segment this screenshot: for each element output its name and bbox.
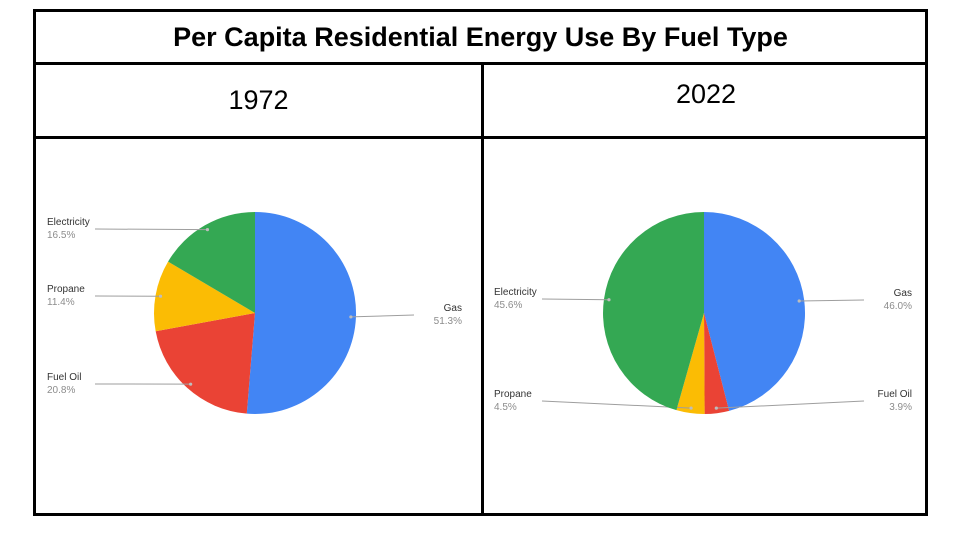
column-divider xyxy=(481,65,484,516)
pie-1972-slice-propane xyxy=(154,261,255,332)
pie-2022-value-electricity: 45.6% xyxy=(494,300,522,311)
pie-2022-leader-dot-gas xyxy=(797,299,801,303)
pie-2022-leader-propane xyxy=(541,400,692,409)
pie-1972-value-electricity: 16.5% xyxy=(47,230,75,241)
year-header-row xyxy=(36,65,925,139)
pie-2022-slice-propane xyxy=(676,313,705,415)
pie-2022-leader-fuel-oil xyxy=(716,400,865,409)
pie-2022-label-gas: Gas xyxy=(894,288,912,299)
pie-2022-leader-dot-propane xyxy=(689,406,693,410)
pie-2022-slice-gas xyxy=(704,212,806,411)
pie-1972-label-propane: Propane xyxy=(47,284,85,295)
pie-1972-label-electricity: Electricity xyxy=(47,217,90,228)
pie-2022-value-propane: 4.5% xyxy=(494,402,517,413)
pie-2022-label-fuel-oil: Fuel Oil xyxy=(878,389,912,400)
year-1972-heading: 1972 xyxy=(228,85,289,115)
pie-2022-label-electricity: Electricity xyxy=(494,287,537,298)
pie-2022-leader-gas xyxy=(799,299,865,302)
page-title: Per Capita Residential Energy Use By Fue… xyxy=(36,12,925,65)
pie-1972-slice-fuel-oil xyxy=(155,313,255,414)
year-2022-heading: 2022 xyxy=(675,79,737,109)
pie-1972-leader-dot-fuel-oil xyxy=(189,382,193,386)
pie-2022-value-fuel-oil: 3.9% xyxy=(889,402,912,413)
pie-1972-leader-gas xyxy=(350,314,415,318)
pie-1972-value-gas: 51.3% xyxy=(434,316,462,327)
pie-2022-slice-electricity xyxy=(603,212,704,411)
pie-2022-slice-fuel-oil xyxy=(704,313,730,414)
pie-2022-leader-dot-fuel-oil xyxy=(714,406,718,410)
pie-1972-leader-dot-propane xyxy=(158,294,163,298)
pie-1972-value-fuel-oil: 20.8% xyxy=(47,385,75,396)
pie-2022-leader-dot-electricity xyxy=(607,298,611,302)
pie-1972-slice-gas xyxy=(246,212,357,414)
pie-1972-leader-dot-gas xyxy=(349,315,353,319)
pie-1972-slice-electricity xyxy=(168,212,255,313)
pie-1972-leader-electricity xyxy=(94,228,208,231)
pie-1972-label-gas: Gas xyxy=(444,303,462,314)
pie-1972-leader-dot-electricity xyxy=(205,228,210,232)
pie-2022-label-propane: Propane xyxy=(494,389,532,400)
pie-1972-label-fuel-oil: Fuel Oil xyxy=(47,372,81,383)
pie-1972-value-propane: 11.4% xyxy=(47,297,75,308)
pie-2022-value-gas: 46.0% xyxy=(884,301,912,312)
chart-table-frame: Per Capita Residential Energy Use By Fue… xyxy=(33,9,928,516)
pie-2022-leader-electricity xyxy=(541,298,609,301)
